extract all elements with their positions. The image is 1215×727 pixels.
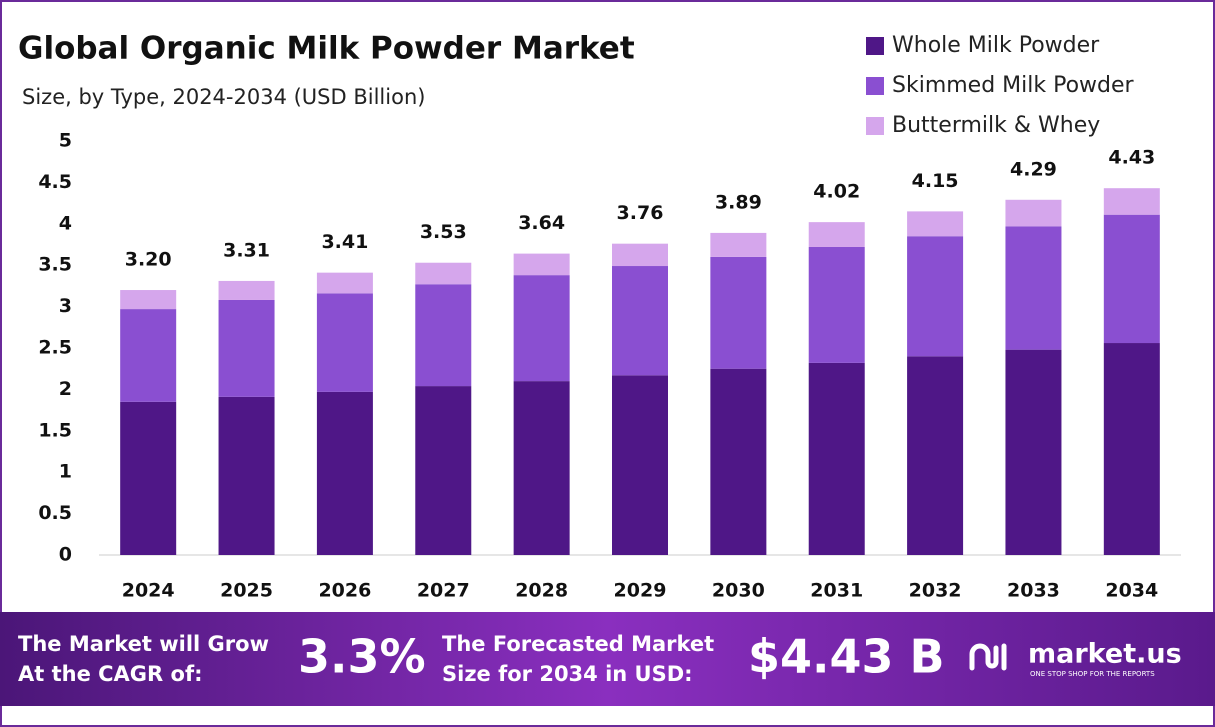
bar-segment [710, 256, 767, 369]
y-tick-label: 1 [59, 461, 72, 483]
total-label: 3.89 [715, 191, 762, 213]
y-tick-label: 3.5 [38, 254, 72, 276]
bar-segment [612, 243, 668, 267]
total-label: 3.20 [125, 249, 172, 271]
x-tick-label: 2034 [1105, 580, 1158, 602]
bar-segment [1103, 343, 1160, 555]
bar-segment [612, 375, 668, 555]
y-tick-label: 0 [59, 544, 72, 566]
bar-segment [1005, 199, 1062, 227]
footer-text: Size for 2034 in USD: [442, 662, 693, 686]
total-label: 3.76 [617, 202, 664, 224]
bar-segment [120, 401, 177, 555]
total-label: 3.41 [321, 231, 368, 253]
total-label: 4.29 [1010, 158, 1057, 180]
total-label: 3.53 [420, 221, 467, 243]
bar-segment [218, 299, 275, 397]
bar-segment [415, 262, 472, 285]
legend-label: Buttermilk & Whey [892, 113, 1100, 138]
y-tick-label: 4.5 [38, 171, 72, 193]
legend-label: Whole Milk Powder [892, 33, 1100, 58]
bar-segment [120, 309, 177, 402]
footer-band [0, 612, 1215, 706]
total-label: 4.15 [912, 170, 959, 192]
legend-swatch [866, 77, 884, 95]
y-tick-label: 5 [59, 130, 72, 152]
legend-swatch [866, 37, 884, 55]
x-tick-label: 2028 [515, 580, 568, 602]
bar-segment [1005, 226, 1062, 350]
brand-logo [969, 643, 1007, 671]
tagline: ONE STOP SHOP FOR THE REPORTS [1030, 670, 1155, 678]
y-tick-label: 2.5 [38, 337, 72, 359]
x-tick-label: 2026 [318, 580, 371, 602]
total-label: 4.02 [813, 181, 860, 203]
bar-segment [513, 253, 570, 276]
bar-segment [1103, 188, 1160, 215]
y-tick-label: 0.5 [38, 502, 72, 524]
x-tick-label: 2029 [614, 580, 667, 602]
footer-text: At the CAGR of: [18, 662, 203, 686]
x-tick-label: 2033 [1007, 580, 1060, 602]
bar-segment [218, 280, 275, 300]
bar-segment [218, 396, 275, 555]
chart-subtitle: Size, by Type, 2024-2034 (USD Billion) [22, 85, 425, 109]
footer-text: The Forecasted Market [442, 632, 714, 656]
bar-segment [1005, 349, 1062, 555]
x-tick-label: 2024 [122, 580, 175, 602]
bar-segment [710, 368, 767, 555]
total-label: 4.43 [1108, 147, 1155, 169]
y-tick-label: 4 [59, 212, 72, 234]
bar-segment [1103, 214, 1160, 344]
bar-segment [907, 356, 964, 555]
legend-swatch [866, 117, 884, 135]
bar-segment [316, 293, 373, 392]
bar-segment [316, 272, 373, 294]
bar-segment [612, 266, 668, 376]
bar-segment [907, 211, 964, 237]
brand: market.us [1028, 639, 1182, 670]
y-tick-label: 3 [59, 295, 72, 317]
x-tick-label: 2032 [909, 580, 962, 602]
footer-value: 3.3% [298, 630, 426, 684]
bar-segment [710, 232, 767, 257]
bar-segment [316, 391, 373, 555]
bar-segment [513, 275, 570, 382]
y-tick-label: 2 [59, 378, 72, 400]
bar-segment [907, 236, 964, 357]
bar-segment [513, 381, 570, 555]
total-label: 3.31 [223, 239, 270, 261]
x-tick-label: 2027 [417, 580, 470, 602]
footer-value: $4.43 B [748, 630, 945, 684]
bar-segment [120, 290, 177, 310]
x-tick-label: 2025 [220, 580, 273, 602]
bar-segment [808, 362, 865, 555]
bar-segment [415, 284, 472, 387]
y-tick-label: 1.5 [38, 419, 72, 441]
x-tick-label: 2030 [712, 580, 765, 602]
x-tick-label: 2031 [810, 580, 863, 602]
bar-segment [808, 246, 865, 363]
chart-title: Global Organic Milk Powder Market [18, 31, 635, 67]
legend-label: Skimmed Milk Powder [892, 73, 1135, 98]
footer-text: The Market will Grow [18, 632, 269, 656]
bar-segment [415, 386, 472, 555]
bar-segment [808, 222, 865, 247]
total-label: 3.64 [518, 212, 565, 234]
